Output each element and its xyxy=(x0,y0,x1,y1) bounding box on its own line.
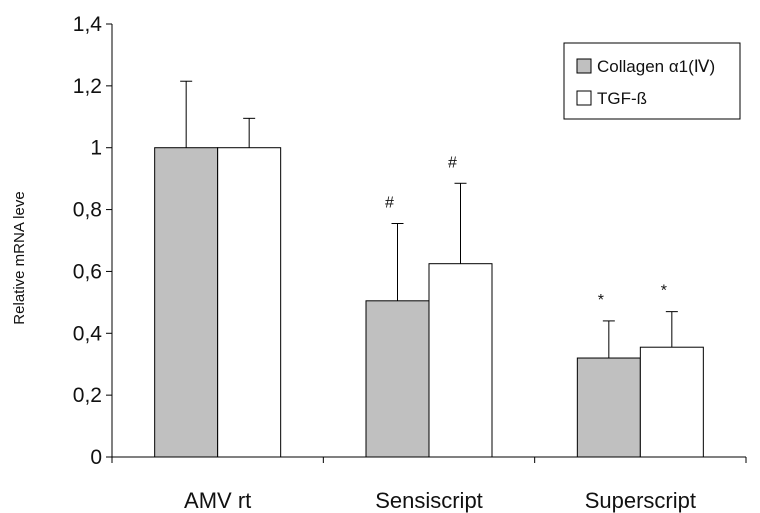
y-axis-label: Relative mRNA leve xyxy=(11,191,28,324)
bar-tgf-2 xyxy=(639,346,704,458)
bar-tgf-0 xyxy=(217,147,282,458)
bar-tgf-1 xyxy=(428,263,493,458)
significance-marker: * xyxy=(661,283,667,300)
error-bars-layer xyxy=(180,80,678,359)
y-tick-label: 1,4 xyxy=(73,13,103,36)
bar-collagen-0 xyxy=(154,147,219,458)
significance-marker: * xyxy=(598,292,604,309)
annotations-layer: # # * * xyxy=(385,154,667,309)
legend-swatch-tgf xyxy=(576,90,592,106)
y-tick-label: 0 xyxy=(90,446,102,469)
significance-marker: # xyxy=(448,154,457,171)
bars-layer xyxy=(154,147,704,458)
significance-marker: # xyxy=(385,194,394,211)
y-tick-label: 0,2 xyxy=(73,384,102,407)
x-tick-label: Sensiscript xyxy=(375,488,483,513)
y-tick-label: 0,4 xyxy=(73,322,103,345)
legend-box xyxy=(563,42,741,120)
legend-label-collagen: Collagen α1(Ⅳ) xyxy=(597,57,715,76)
x-tick-label: Superscript xyxy=(585,488,696,513)
legend: Collagen α1(Ⅳ) TGF-ß xyxy=(563,42,741,120)
x-tick-label: AMV rt xyxy=(184,488,251,513)
y-tick-label: 0,8 xyxy=(73,199,102,222)
legend-swatch-collagen xyxy=(576,58,592,74)
y-tick-label: 1,2 xyxy=(73,75,102,98)
bar-collagen-2 xyxy=(576,357,641,458)
legend-label-tgf: TGF-ß xyxy=(597,89,647,108)
y-tick-label: 1 xyxy=(90,137,102,160)
bar-collagen-1 xyxy=(365,300,430,458)
y-tick-label: 0,6 xyxy=(73,260,102,283)
axes-layer: AMV rt Sensiscript Superscript 0 0,2 0,4 0,6 0,… xyxy=(73,13,747,513)
